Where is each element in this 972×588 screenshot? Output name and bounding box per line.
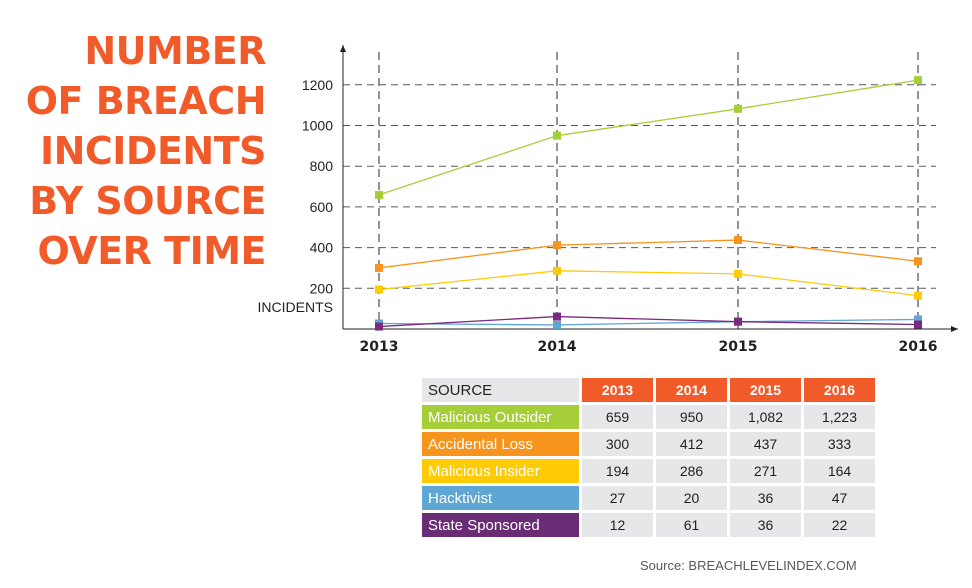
source-cell: Malicious Outsider — [422, 405, 579, 429]
data-point — [914, 320, 922, 329]
value-cell: 12 — [582, 513, 653, 537]
table-row: State Sponsored 12 61 36 22 — [422, 513, 875, 537]
value-cell: 437 — [730, 432, 801, 456]
value-cell: 20 — [656, 486, 727, 510]
value-cell: 271 — [730, 459, 801, 483]
year-header: 2014 — [656, 378, 727, 402]
data-point — [734, 269, 742, 278]
source-cell: Malicious Insider — [422, 459, 579, 483]
table-row: Hacktivist 27 20 36 47 — [422, 486, 875, 510]
table-row: Malicious Insider 194 286 271 164 — [422, 459, 875, 483]
source-cell: Accidental Loss — [422, 432, 579, 456]
x-tick-label: 2014 — [538, 339, 577, 355]
series-line — [378, 239, 919, 269]
title-line: INCIDENTS — [39, 129, 267, 173]
value-cell: 194 — [582, 459, 653, 483]
line-chart: 200 400 600 800 1000 1200 INCIDENTS 2013 2014 201… — [258, 45, 958, 355]
value-cell: 27 — [582, 486, 653, 510]
data-point — [375, 322, 383, 331]
table-header-row: SOURCE 2013 2014 2015 2016 — [422, 378, 875, 402]
series-line — [378, 315, 919, 328]
y-axis-arrow — [340, 45, 346, 52]
source-cell: Hacktivist — [422, 486, 579, 510]
source-header: SOURCE — [422, 378, 579, 402]
series-line — [378, 270, 919, 297]
title-line: OVER TIME — [37, 229, 267, 273]
value-cell: 36 — [730, 513, 801, 537]
y-tick-label: 1200 — [302, 77, 333, 93]
y-tick-label: 600 — [310, 199, 334, 215]
x-tick-label: 2016 — [899, 339, 938, 355]
data-point — [553, 131, 561, 140]
value-cell: 412 — [656, 432, 727, 456]
table-row: Malicious Outsider 659 950 1,082 1,223 — [422, 405, 875, 429]
value-cell: 333 — [804, 432, 875, 456]
data-point — [375, 190, 383, 199]
data-table: SOURCE 2013 2014 2015 2016 Malicious Out… — [419, 375, 878, 540]
value-cell: 22 — [804, 513, 875, 537]
y-axis-label: INCIDENTS — [258, 299, 333, 315]
x-tick-label: 2013 — [360, 339, 399, 355]
y-tick-label: 400 — [310, 240, 334, 256]
data-point — [914, 315, 922, 324]
value-cell: 1,223 — [804, 405, 875, 429]
data-point — [914, 76, 922, 85]
value-cell: 164 — [804, 459, 875, 483]
data-point — [375, 285, 383, 294]
source-note: Source: BREACHLEVELINDEX.COM — [640, 558, 857, 573]
year-header: 2016 — [804, 378, 875, 402]
value-cell: 47 — [804, 486, 875, 510]
y-tick-label: 1000 — [302, 118, 333, 134]
value-cell: 300 — [582, 432, 653, 456]
source-cell: State Sponsored — [422, 513, 579, 537]
series-line — [378, 79, 919, 196]
data-point — [553, 266, 561, 275]
data-point — [734, 236, 742, 245]
data-point — [734, 317, 742, 326]
table-row: Accidental Loss 300 412 437 333 — [422, 432, 875, 456]
data-point — [914, 257, 922, 266]
y-tick-label: 800 — [310, 158, 334, 174]
data-point — [734, 104, 742, 113]
data-point — [914, 291, 922, 300]
data-point — [553, 312, 561, 321]
chart-title: NUMBER OF BREACH INCIDENTS BY SOURCE OVE… — [10, 26, 267, 276]
year-header: 2013 — [582, 378, 653, 402]
title-line: OF BREACH — [25, 79, 267, 123]
title-line: BY SOURCE — [29, 179, 266, 223]
value-cell: 36 — [730, 486, 801, 510]
value-cell: 659 — [582, 405, 653, 429]
value-cell: 61 — [656, 513, 727, 537]
title-line: NUMBER — [84, 29, 266, 73]
data-point — [553, 320, 561, 329]
y-tick-label: 200 — [310, 280, 334, 296]
x-tick-label: 2015 — [719, 339, 758, 355]
value-cell: 1,082 — [730, 405, 801, 429]
data-point — [375, 263, 383, 272]
value-cell: 286 — [656, 459, 727, 483]
x-axis-arrow — [951, 326, 958, 332]
data-point — [553, 241, 561, 250]
series-line — [378, 318, 919, 326]
year-header: 2015 — [730, 378, 801, 402]
value-cell: 950 — [656, 405, 727, 429]
